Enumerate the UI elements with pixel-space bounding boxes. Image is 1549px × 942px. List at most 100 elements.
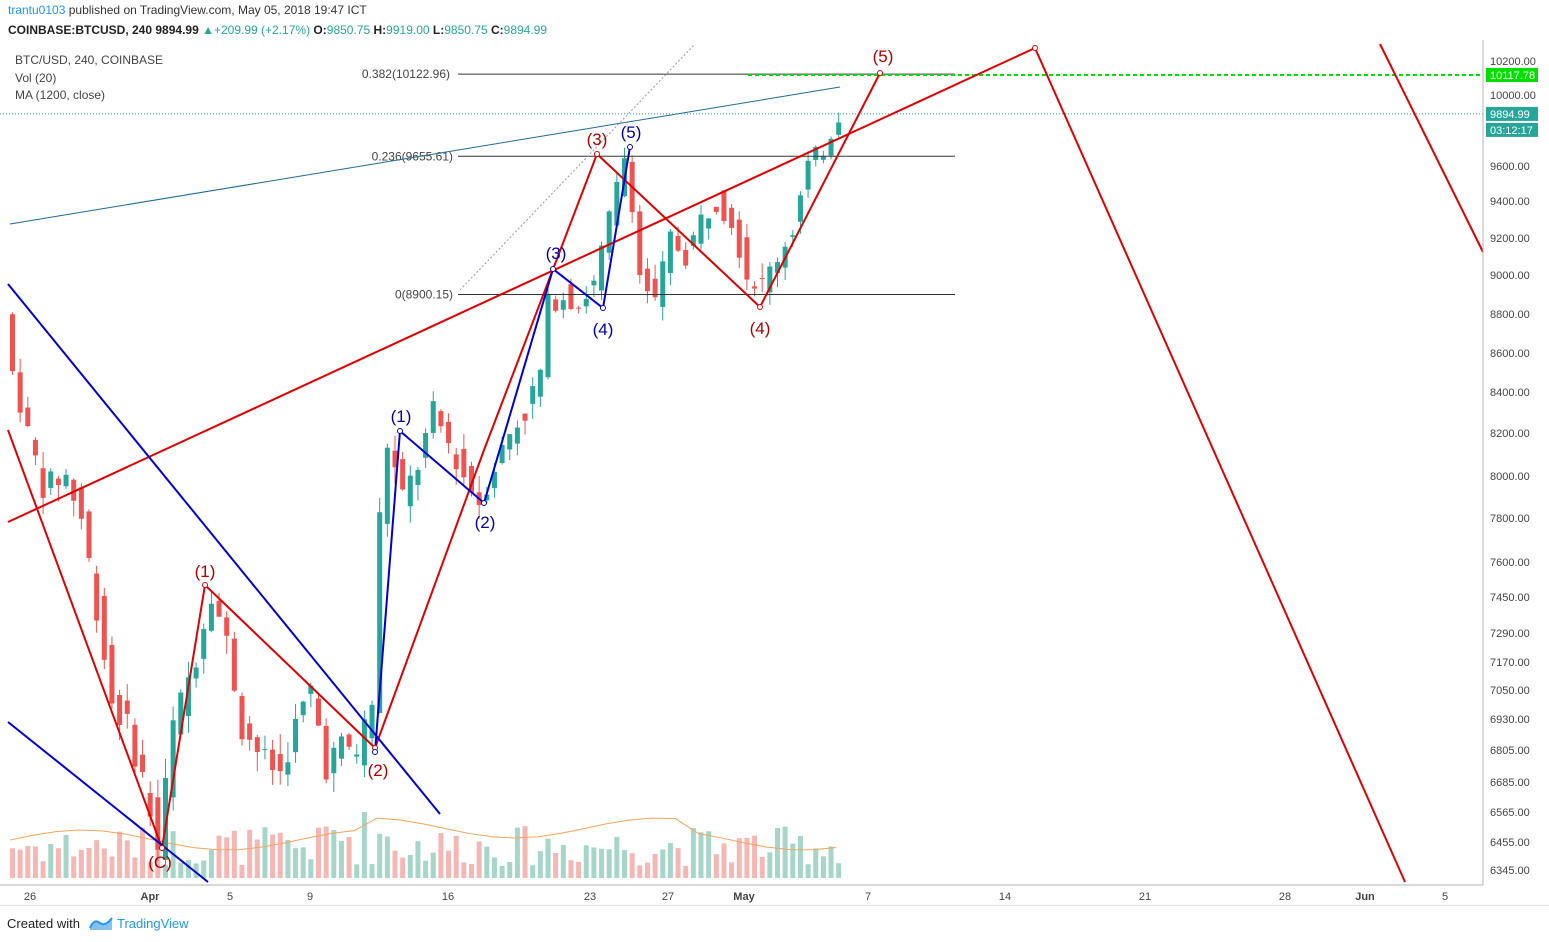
candle-body: [614, 181, 620, 226]
volume-bar: [752, 835, 758, 878]
ma-line: [9, 86, 841, 225]
candle-body: [560, 300, 566, 310]
footer: Created with TradingView: [0, 905, 1549, 942]
candle-body: [185, 677, 191, 716]
wave-label: (1): [195, 562, 216, 581]
volume-bar: [667, 843, 673, 878]
close-value: 9894.99: [503, 23, 548, 37]
volume-bar: [239, 864, 245, 878]
volume-bar: [63, 835, 69, 878]
volume-bar: [392, 850, 398, 878]
candle-body: [193, 667, 199, 679]
candle-body: [178, 692, 184, 735]
price-tag-bg: [1486, 67, 1538, 82]
tradingview-logo-icon: [89, 917, 113, 930]
wave-label: (3): [546, 244, 567, 263]
volume-bar: [208, 849, 214, 878]
volume-bar: [690, 828, 696, 878]
price-tick-label: 8000.00: [1490, 471, 1530, 483]
blue-wave-line: [7, 283, 441, 815]
volume-bar: [17, 849, 23, 878]
price-tick-label: 8600.00: [1490, 348, 1530, 360]
volume-bar: [553, 852, 559, 878]
volume-bar: [644, 862, 650, 878]
candle-body: [109, 644, 115, 704]
price-axis[interactable]: 10200.0010000.009800.009600.009400.00920…: [1482, 40, 1538, 885]
price-tick-label: 8400.00: [1490, 387, 1530, 399]
time-tick-label: 28: [1279, 891, 1291, 903]
candle-body: [415, 469, 421, 485]
candle-body: [553, 299, 559, 311]
candle-body: [797, 195, 803, 222]
tradingview-brand[interactable]: TradingView: [117, 916, 189, 931]
legend-ma[interactable]: MA (1200, close): [15, 88, 106, 102]
candle-body: [828, 138, 834, 156]
candle-body: [354, 754, 360, 757]
candle-body: [147, 793, 153, 817]
symbol-label: COINBASE:BTCUSD, 240: [8, 23, 153, 37]
red-wave-line: [1034, 47, 1406, 883]
price-tick-label: 7050.00: [1490, 685, 1530, 697]
candle-body: [836, 122, 842, 135]
candle-body: [453, 454, 459, 470]
volume-bar: [805, 864, 811, 878]
candle-body: [231, 638, 237, 691]
volume-bar: [576, 861, 582, 878]
candle-body: [163, 777, 168, 860]
candle-body: [392, 450, 398, 468]
time-tick-label: Apr: [141, 891, 161, 903]
price-tag: 03:12:17: [1486, 122, 1538, 137]
volume-bar: [10, 848, 15, 878]
wave-labels: (C) (1) (2) (3) (4) (5) (1) (2) (3) (4) (5): [148, 47, 893, 872]
volume-bar: [331, 830, 337, 878]
volume-bar: [201, 860, 207, 878]
candle-body: [17, 372, 23, 413]
red-wave-line: [7, 47, 1036, 523]
high-value: 9919.00: [386, 23, 430, 37]
price-chart[interactable]: 0.382(10122.96)0.236(9655.61)0(8900.15) …: [0, 40, 1549, 905]
price-tick-label: 7600.00: [1490, 557, 1530, 569]
volume-bar: [140, 827, 146, 878]
author-link[interactable]: trantu0103: [8, 3, 66, 17]
candle-body: [384, 447, 390, 524]
price-tick-label: 8200.00: [1490, 428, 1530, 440]
time-tick-label: 5: [1442, 891, 1448, 903]
blue-pivot-point: [600, 305, 606, 311]
volume-bar: [224, 837, 230, 878]
low-label: L:: [432, 23, 445, 37]
candle-body: [545, 293, 551, 378]
candle-body: [790, 235, 796, 237]
volume-bar: [262, 827, 268, 878]
volume-bars: [9, 811, 842, 878]
legend-volume[interactable]: Vol (20): [15, 71, 57, 85]
volume-bar: [407, 854, 413, 878]
price-tick-label: 7290.00: [1490, 628, 1530, 640]
candle-body: [407, 475, 413, 507]
candle-body: [247, 723, 253, 740]
candle-body: [721, 190, 727, 222]
candle-body: [752, 286, 758, 289]
wave-label: (4): [750, 319, 771, 338]
candle-body: [576, 307, 582, 309]
candle-body: [101, 595, 107, 660]
candle-body: [484, 494, 490, 501]
volume-bar: [530, 865, 536, 878]
volume-bar: [514, 827, 520, 878]
time-axis[interactable]: 26 Apr 5 9 16 23 27 May 7 14 21 28 Jun 5: [0, 884, 1483, 903]
price-tag-bg: [1486, 122, 1538, 137]
candle-body: [599, 245, 605, 291]
price-tag: 10117.78: [1486, 67, 1538, 82]
fib-level-label: 0.382(10122.96): [362, 67, 450, 81]
legend-series[interactable]: BTC/USD, 240, COINBASE: [15, 53, 164, 67]
candle-body: [667, 231, 673, 273]
price-tick-label: 10200.00: [1490, 56, 1536, 68]
candle-body: [813, 146, 819, 160]
price-tick-label: 6455.00: [1490, 837, 1530, 849]
volume-bar: [629, 853, 635, 878]
price-tick-label: 6345.00: [1490, 865, 1530, 877]
wave-label: (5): [873, 47, 894, 66]
candle-body: [170, 720, 176, 798]
volume-bar: [813, 848, 819, 878]
red-pivot-point: [202, 582, 208, 588]
candle-body: [216, 600, 222, 617]
